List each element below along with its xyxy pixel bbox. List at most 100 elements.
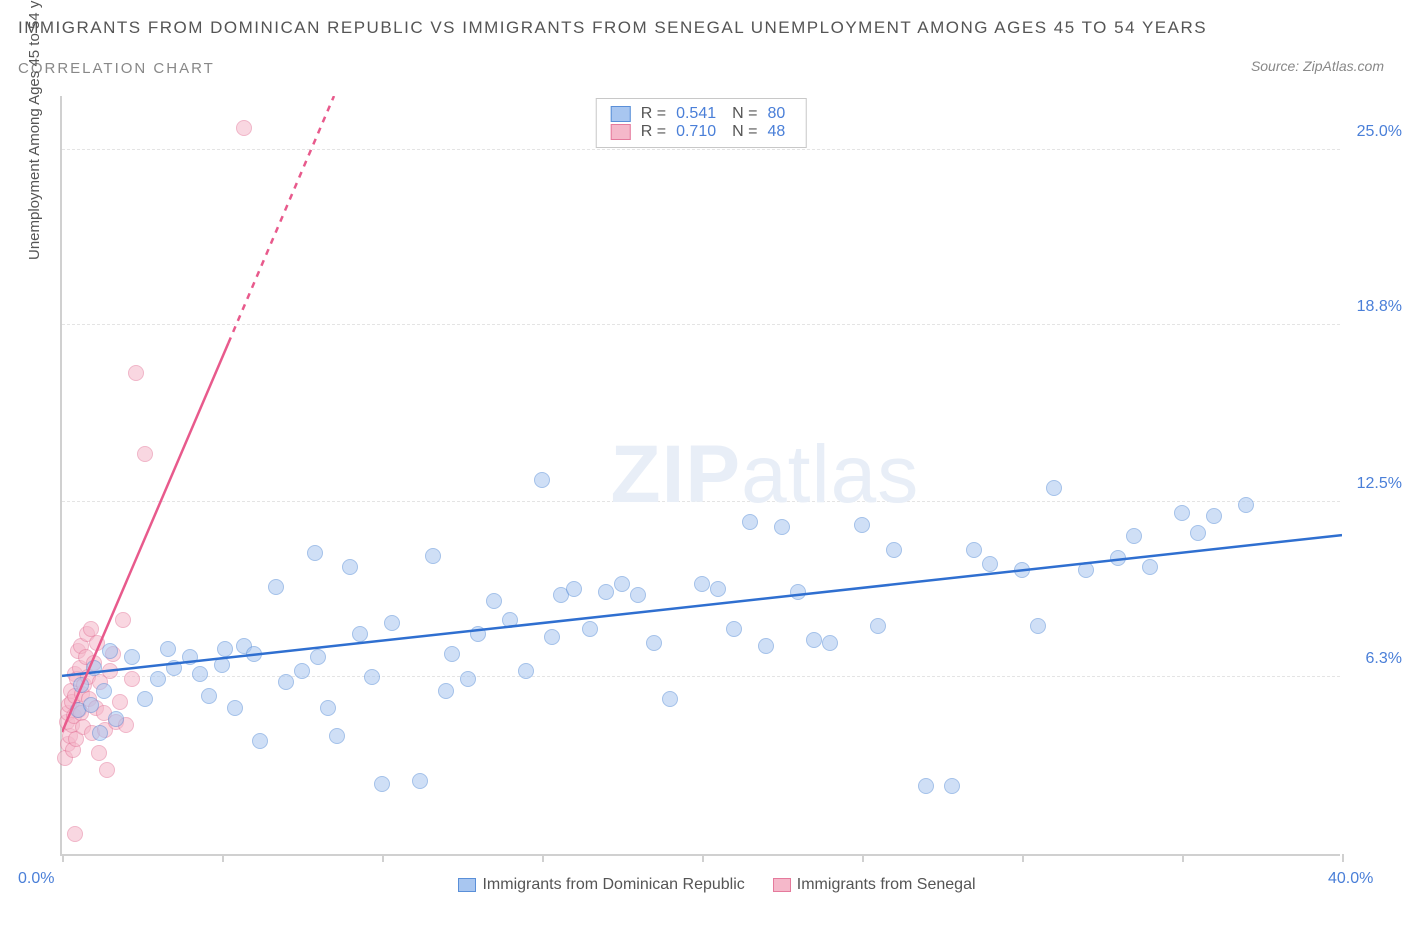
- scatter-point: [124, 649, 140, 665]
- scatter-point: [425, 548, 441, 564]
- scatter-point: [614, 576, 630, 592]
- scatter-point: [128, 365, 144, 381]
- scatter-point: [1046, 480, 1062, 496]
- xtick: [702, 854, 704, 862]
- xtick: [1022, 854, 1024, 862]
- scatter-point: [966, 542, 982, 558]
- scatter-point: [102, 663, 118, 679]
- scatter-point: [278, 674, 294, 690]
- scatter-point: [182, 649, 198, 665]
- scatter-point: [137, 691, 153, 707]
- scatter-point: [217, 641, 233, 657]
- legend-r-label: R =: [641, 105, 666, 123]
- scatter-point: [1126, 528, 1142, 544]
- bottom-legend-label: Immigrants from Senegal: [797, 876, 976, 893]
- xtick: [1182, 854, 1184, 862]
- scatter-point: [227, 700, 243, 716]
- scatter-point: [582, 621, 598, 637]
- scatter-point: [518, 663, 534, 679]
- scatter-point: [502, 612, 518, 628]
- scatter-point: [166, 660, 182, 676]
- chart-plot-area: 6.3%12.5%18.8%25.0%0.0%40.0%ZIPatlasR =0…: [60, 96, 1340, 856]
- scatter-point: [115, 612, 131, 628]
- scatter-point: [726, 621, 742, 637]
- scatter-point: [662, 691, 678, 707]
- legend-n-label: N =: [732, 105, 757, 123]
- scatter-point: [236, 120, 252, 136]
- scatter-point: [710, 581, 726, 597]
- scatter-point: [982, 556, 998, 572]
- scatter-point: [150, 671, 166, 687]
- scatter-point: [886, 542, 902, 558]
- scatter-point: [102, 643, 118, 659]
- xtick: [222, 854, 224, 862]
- legend-r-label: R =: [641, 123, 666, 141]
- scatter-point: [384, 615, 400, 631]
- scatter-point: [486, 593, 502, 609]
- scatter-point: [96, 683, 112, 699]
- watermark: ZIPatlas: [610, 428, 919, 522]
- scatter-point: [870, 618, 886, 634]
- scatter-point: [438, 683, 454, 699]
- scatter-point: [192, 666, 208, 682]
- bottom-legend: Immigrants from Dominican Republic Immigr…: [0, 876, 1406, 894]
- scatter-point: [444, 646, 460, 662]
- scatter-point: [137, 446, 153, 462]
- scatter-point: [86, 660, 102, 676]
- scatter-point: [201, 688, 217, 704]
- ytick-label: 25.0%: [1357, 123, 1402, 141]
- scatter-point: [1142, 559, 1158, 575]
- scatter-point: [694, 576, 710, 592]
- scatter-point: [630, 587, 646, 603]
- bottom-legend-label: Immigrants from Dominican Republic: [482, 876, 744, 893]
- ytick-label: 6.3%: [1366, 650, 1402, 668]
- legend-swatch: [611, 106, 631, 122]
- scatter-point: [294, 663, 310, 679]
- scatter-point: [1174, 505, 1190, 521]
- ytick-label: 18.8%: [1357, 298, 1402, 316]
- scatter-point: [918, 778, 934, 794]
- scatter-point: [1206, 508, 1222, 524]
- scatter-point: [412, 773, 428, 789]
- scatter-point: [246, 646, 262, 662]
- chart-title: IMMIGRANTS FROM DOMINICAN REPUBLIC VS IM…: [18, 18, 1207, 38]
- scatter-point: [742, 514, 758, 530]
- scatter-point: [1190, 525, 1206, 541]
- legend-swatch: [611, 124, 631, 140]
- bottom-legend-swatch: [458, 878, 476, 892]
- scatter-point: [73, 677, 89, 693]
- scatter-point: [342, 559, 358, 575]
- scatter-point: [67, 826, 83, 842]
- legend-r-value: 0.710: [676, 123, 716, 141]
- scatter-point: [822, 635, 838, 651]
- scatter-point: [1110, 550, 1126, 566]
- source-attribution: Source: ZipAtlas.com: [1251, 58, 1384, 74]
- scatter-point: [108, 711, 124, 727]
- scatter-point: [790, 584, 806, 600]
- gridline: [62, 676, 1340, 677]
- scatter-point: [544, 629, 560, 645]
- xtick: [542, 854, 544, 862]
- legend-stats-row: R =0.710N =48: [611, 123, 792, 141]
- scatter-point: [806, 632, 822, 648]
- legend-r-value: 0.541: [676, 105, 716, 123]
- scatter-point: [268, 579, 284, 595]
- scatter-point: [92, 725, 108, 741]
- yaxis-title: Unemployment Among Ages 45 to 54 years: [26, 0, 43, 260]
- legend-n-value: 80: [767, 105, 785, 123]
- scatter-point: [470, 626, 486, 642]
- xtick: [1342, 854, 1344, 862]
- scatter-point: [646, 635, 662, 651]
- scatter-point: [124, 671, 140, 687]
- chart-subtitle: CORRELATION CHART: [18, 60, 215, 77]
- scatter-point: [214, 657, 230, 673]
- xtick: [382, 854, 384, 862]
- scatter-point: [112, 694, 128, 710]
- scatter-point: [99, 762, 115, 778]
- xtick: [862, 854, 864, 862]
- scatter-point: [83, 697, 99, 713]
- scatter-point: [352, 626, 368, 642]
- scatter-point: [374, 776, 390, 792]
- scatter-point: [364, 669, 380, 685]
- legend-n-label: N =: [732, 123, 757, 141]
